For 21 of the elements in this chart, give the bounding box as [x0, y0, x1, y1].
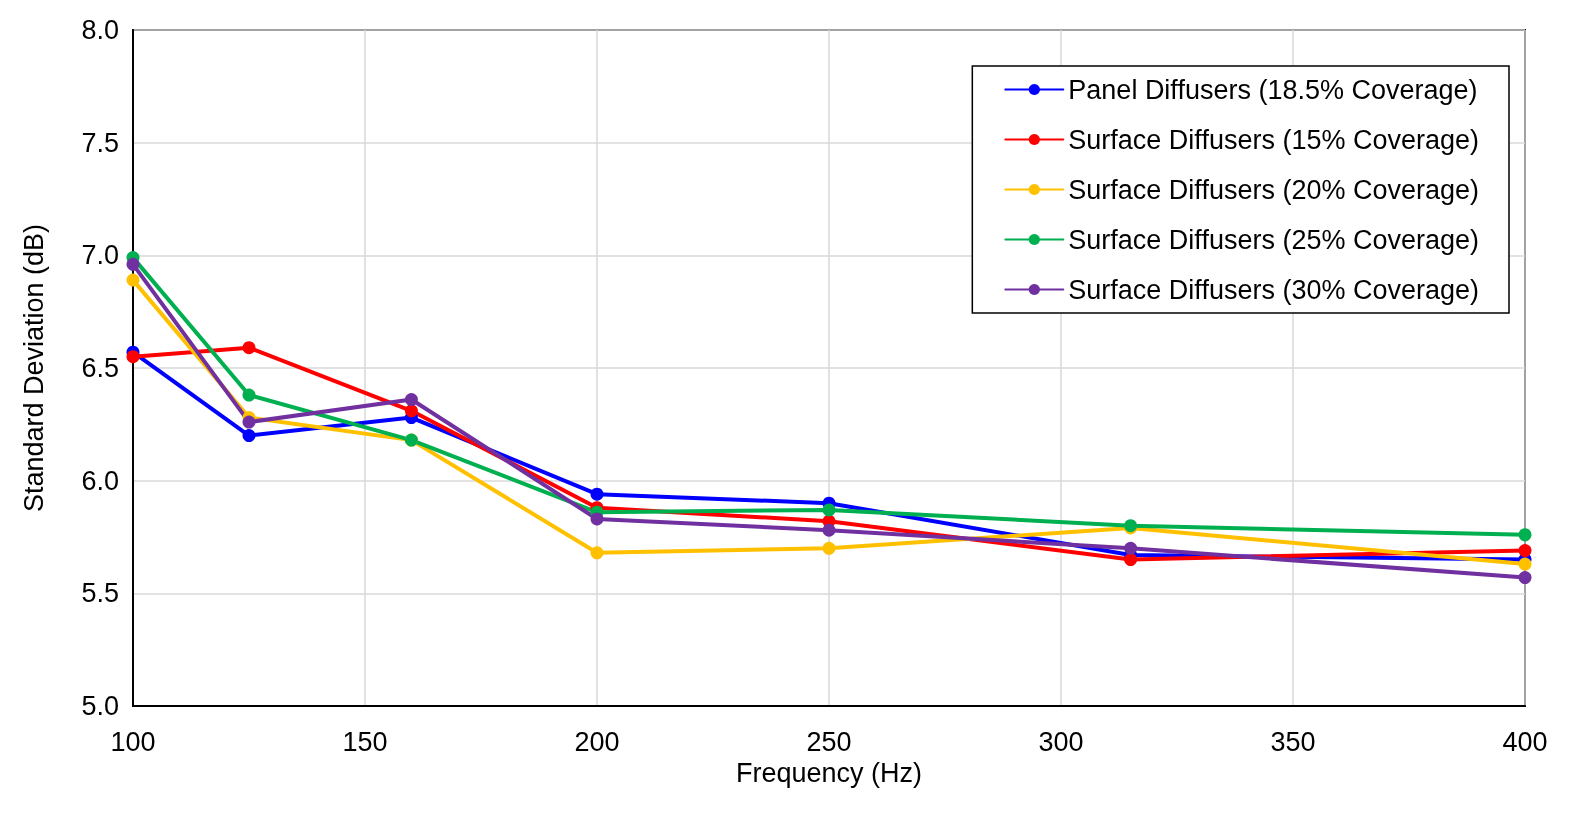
y-tick-label: 8.0	[81, 15, 119, 45]
y-tick-label: 5.5	[81, 578, 119, 609]
legend-label: Surface Diffusers (25% Coverage)	[1068, 224, 1480, 255]
legend-label: Surface Diffusers (20% Coverage)	[1068, 174, 1480, 205]
x-tick-label: 100	[110, 726, 156, 757]
x-tick-label: 200	[574, 726, 620, 757]
x-tick-label: 150	[342, 726, 388, 757]
legend-label: Panel Diffusers (18.5% Coverage)	[1068, 74, 1478, 105]
y-tick-label: 6.5	[81, 353, 119, 383]
y-axis-title: Standard Deviation (dB)	[18, 223, 49, 513]
y-tick-label: 5.0	[81, 691, 119, 721]
x-tick-label: 400	[1502, 726, 1548, 757]
x-tick-label: 350	[1270, 726, 1316, 757]
legend-label: Surface Diffusers (30% Coverage)	[1068, 274, 1480, 305]
x-axis-title: Frequency (Hz)	[735, 758, 923, 789]
y-tick-label: 6.0	[81, 465, 119, 496]
y-tick-label: 7.0	[81, 240, 119, 271]
legend-label: Surface Diffusers (15% Coverage)	[1068, 124, 1480, 155]
x-tick-label: 250	[806, 726, 852, 757]
y-tick-label: 7.5	[81, 127, 119, 158]
x-tick-label: 300	[1038, 726, 1084, 757]
